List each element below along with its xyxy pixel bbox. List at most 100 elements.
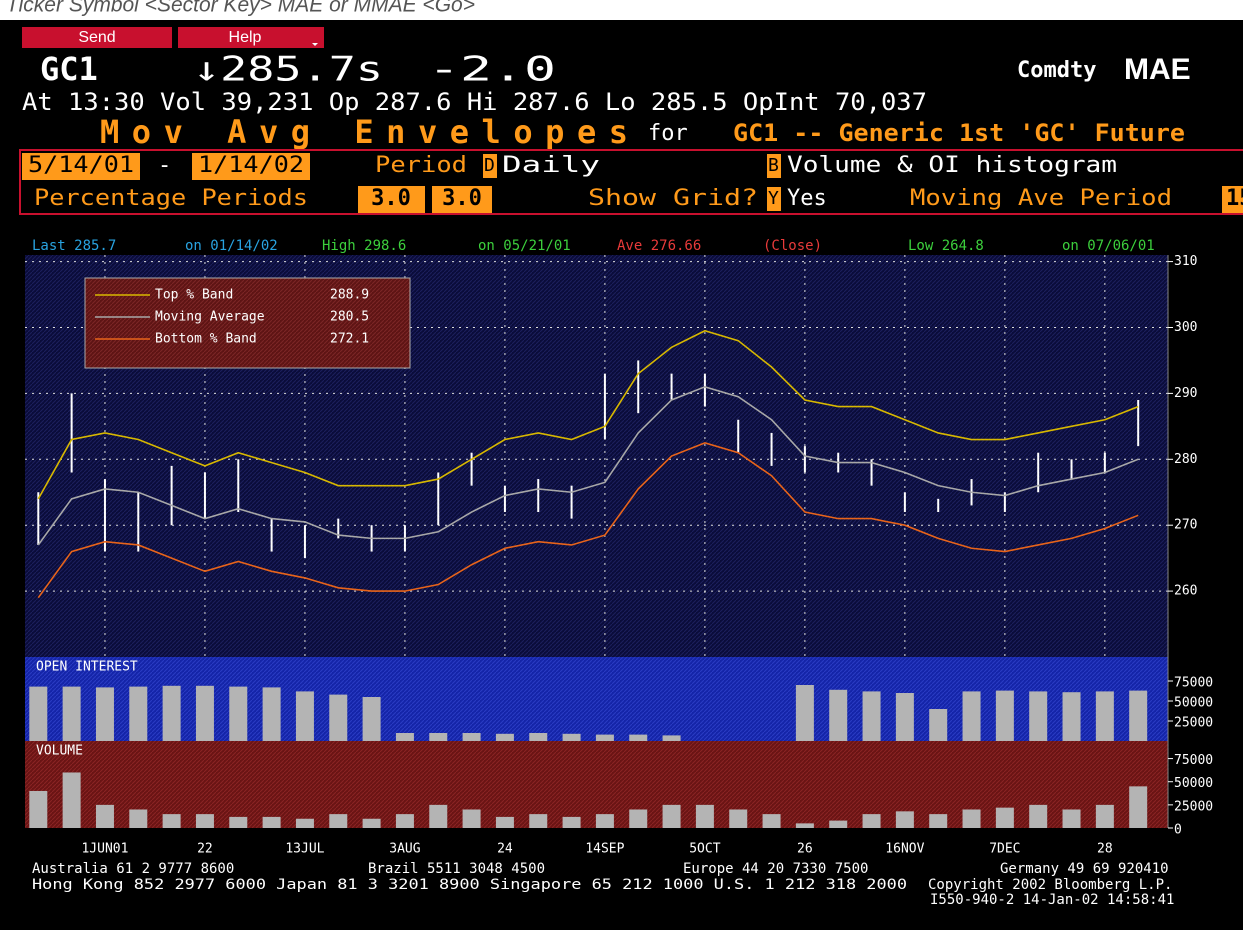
bar xyxy=(595,734,614,741)
footer-id: I550-940-2 14-Jan-02 14:58:41 xyxy=(930,892,1174,908)
bar xyxy=(329,694,348,741)
bar xyxy=(229,686,248,741)
send-bg[interactable] xyxy=(22,27,172,48)
legend-name: Bottom % Band xyxy=(155,332,257,347)
period-label: Period xyxy=(375,153,467,178)
hint-bar xyxy=(0,0,1243,20)
bar xyxy=(929,814,948,828)
bar xyxy=(962,691,981,741)
bar xyxy=(62,686,81,741)
stat: (Close) xyxy=(763,238,822,254)
bar xyxy=(962,809,981,828)
bar xyxy=(362,818,381,828)
x-tick-label: 14SEP xyxy=(585,842,624,857)
ma-value[interactable]: 15 xyxy=(1226,186,1243,211)
bar xyxy=(162,814,181,828)
bar xyxy=(662,735,681,741)
y-tick-label: 50000 xyxy=(1174,776,1213,791)
footer-contact: Germany 49 69 920410 xyxy=(1000,861,1169,877)
bar xyxy=(195,685,214,741)
bar xyxy=(462,733,481,741)
bar xyxy=(429,804,448,828)
x-tick-label: 7DEC xyxy=(989,842,1020,857)
bar xyxy=(95,687,114,741)
bar xyxy=(662,804,681,828)
grid-key[interactable]: Y xyxy=(768,188,779,209)
bar xyxy=(362,697,381,741)
bar xyxy=(1062,692,1081,741)
bar xyxy=(495,816,514,828)
plot-area xyxy=(37,255,1140,657)
pct-top[interactable]: 3.0 xyxy=(371,186,411,211)
help-label[interactable]: Help xyxy=(229,29,262,46)
hist-key[interactable]: B xyxy=(768,155,779,176)
bar xyxy=(62,772,81,828)
pct-top-box[interactable] xyxy=(358,186,425,213)
hist-key-box[interactable] xyxy=(767,154,781,178)
bar xyxy=(562,733,581,741)
bar xyxy=(862,814,881,828)
y-tick-label: 310 xyxy=(1174,254,1197,269)
bar xyxy=(895,693,914,741)
pct-label: Percentage Periods xyxy=(34,186,308,211)
panel-title: VOLUME xyxy=(36,744,83,759)
x-tick-label: 3AUG xyxy=(389,842,420,857)
stat: Low 264.8 xyxy=(908,238,984,254)
bar xyxy=(162,685,181,741)
x-tick-label: 1JUN01 xyxy=(81,842,128,857)
series-line xyxy=(37,385,1139,546)
bar xyxy=(29,790,48,828)
send-label[interactable]: Send xyxy=(78,29,115,46)
bar xyxy=(262,687,281,741)
study-security: GC1 -- Generic 1st 'GC' Future xyxy=(733,119,1185,147)
settings[interactable]: 5/14/01 - 1/14/02 Period D Daily B Volum… xyxy=(22,153,1243,213)
help-arrow[interactable] xyxy=(312,43,318,46)
bar xyxy=(1029,804,1048,828)
bar xyxy=(1029,691,1048,741)
period-key[interactable]: D xyxy=(484,155,495,176)
legend-value: 288.9 xyxy=(330,288,369,303)
panel-title: OPEN INTEREST xyxy=(36,660,138,675)
bar xyxy=(229,816,248,828)
y-tick-label: 260 xyxy=(1174,584,1197,599)
start-date[interactable]: 5/14/01 xyxy=(28,153,134,178)
pct-bottom[interactable]: 3.0 xyxy=(442,186,482,211)
bar xyxy=(629,809,648,828)
y-tick-label: 25000 xyxy=(1174,799,1213,814)
bar xyxy=(929,709,948,741)
quote-detail: At 13:30 Vol 39,231 Op 287.6 Hi 287.6 Lo… xyxy=(22,88,927,116)
bar xyxy=(129,686,148,741)
period-key-box[interactable] xyxy=(483,154,497,178)
bar xyxy=(329,814,348,828)
function: MAE xyxy=(1124,53,1191,86)
bar xyxy=(129,809,148,828)
bar xyxy=(1062,809,1081,828)
legend-name: Moving Average xyxy=(155,310,265,325)
legend-box xyxy=(84,277,411,369)
help-button[interactable]: Help xyxy=(178,27,324,48)
grid-key-box[interactable] xyxy=(767,187,781,211)
bar xyxy=(829,820,848,828)
x-tick-label: 5OCT xyxy=(689,842,720,857)
x-tick-label: 16NOV xyxy=(885,842,924,857)
y-tick-label: 280 xyxy=(1174,452,1197,467)
help-bg[interactable] xyxy=(178,27,324,48)
grid-value: Yes xyxy=(787,186,827,211)
date-dash: - xyxy=(158,153,171,178)
bar xyxy=(395,814,414,828)
x-tick-label: 28 xyxy=(1097,842,1113,857)
pct-bottom-box[interactable] xyxy=(432,186,492,213)
bar xyxy=(1129,690,1148,741)
y-tick-label: 25000 xyxy=(1174,716,1213,731)
end-date[interactable]: 1/14/02 xyxy=(198,153,304,178)
send-button[interactable]: Send xyxy=(22,27,172,48)
bar xyxy=(529,814,548,828)
end-box[interactable] xyxy=(192,153,310,180)
ma-box[interactable] xyxy=(1222,186,1243,213)
bar xyxy=(629,734,648,741)
bar xyxy=(862,691,881,741)
start-box[interactable] xyxy=(22,153,140,180)
ticker: GC1 xyxy=(40,50,98,88)
bar xyxy=(795,823,814,828)
